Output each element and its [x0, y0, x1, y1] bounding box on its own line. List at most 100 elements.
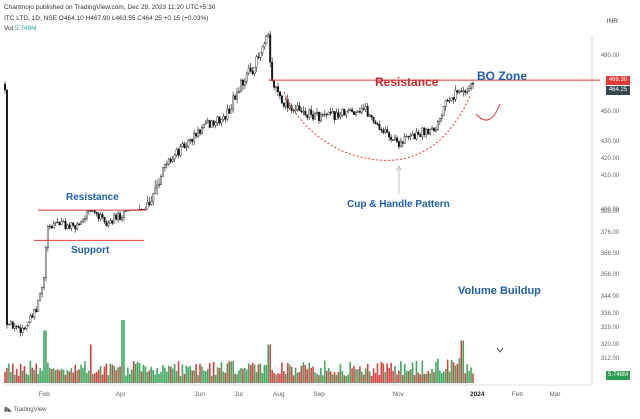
candle-body	[446, 100, 449, 102]
volume-bar	[23, 366, 26, 383]
candle-body	[208, 120, 211, 128]
published-line: Chartmojo published on TradingView.com, …	[4, 4, 216, 11]
candle-body	[99, 214, 102, 219]
volume-bar	[283, 371, 285, 383]
volume-bar	[218, 367, 221, 383]
volume-bar	[214, 374, 217, 383]
candle-body	[238, 91, 240, 93]
ohlc-change: +0.15 (+0.03%)	[163, 15, 209, 22]
volume-bar	[251, 362, 254, 383]
volume-bar	[90, 344, 92, 383]
candle-body	[156, 184, 159, 189]
volume-bar	[357, 369, 359, 383]
volume-bar	[197, 375, 199, 383]
candle-body	[316, 111, 318, 114]
volume-bar	[392, 371, 394, 383]
ohlc-high: H467.90	[85, 15, 111, 22]
candle-body	[175, 149, 178, 156]
candle-body	[277, 86, 279, 93]
volume-bar	[290, 366, 293, 383]
candle-body	[380, 129, 383, 131]
volume-bar	[353, 365, 355, 383]
candle-body	[372, 116, 375, 123]
volume-bar	[462, 340, 465, 383]
volume-bar	[345, 375, 348, 383]
candle-body	[41, 287, 43, 294]
volume-bar	[27, 375, 30, 383]
volume-bar	[400, 361, 402, 383]
volume-bar	[452, 362, 455, 383]
candle-body	[403, 136, 406, 144]
volume-bar	[271, 369, 273, 383]
candle-body	[189, 139, 192, 141]
candle-body	[440, 115, 443, 119]
candle-body	[265, 35, 268, 45]
candle-body	[327, 111, 330, 115]
x-tick-label: 2024	[470, 391, 485, 398]
candle-body	[323, 113, 326, 116]
candle-body	[417, 131, 420, 135]
volume-bar	[164, 367, 166, 383]
volume-bar	[273, 372, 275, 383]
candle-body	[124, 210, 127, 212]
candle-body	[121, 216, 123, 220]
candle-body	[261, 46, 264, 53]
volume-bar	[435, 361, 437, 383]
candle-body	[247, 67, 250, 74]
candle-body	[339, 115, 342, 118]
candle-body	[193, 133, 196, 142]
volume-bar	[234, 373, 236, 383]
x-tick-label: Mar	[549, 391, 561, 398]
candle-body	[21, 327, 24, 333]
candle-body	[302, 111, 305, 113]
volume-bar	[76, 370, 78, 383]
candle-body	[436, 121, 439, 130]
volume-bar	[148, 370, 151, 383]
candle-body	[171, 158, 174, 162]
candle-body	[349, 109, 352, 111]
volume-bar	[187, 367, 190, 383]
y-tick-label: 366.00	[601, 251, 620, 257]
candle-body	[259, 52, 262, 58]
volume-bar	[388, 367, 390, 383]
volume-bar	[62, 369, 65, 383]
candle-body	[27, 322, 30, 326]
y-tick-label: 410.00	[601, 173, 620, 179]
candle-body	[448, 100, 451, 102]
volume-bar	[105, 363, 108, 383]
candle-body	[271, 61, 274, 82]
candle-body	[364, 106, 367, 110]
resistance-price-tag: 466.30	[606, 76, 630, 85]
volume-bar	[370, 375, 373, 383]
volume-bar	[45, 330, 47, 383]
candle-body	[376, 123, 379, 125]
candle-body	[243, 81, 246, 86]
candle-body	[450, 97, 453, 101]
volume-bar	[314, 372, 316, 383]
volume-bar	[166, 371, 168, 383]
x-tick-label: Sep	[313, 391, 325, 398]
volume-bar	[244, 367, 246, 383]
candle-body	[358, 111, 361, 113]
volume-bar	[444, 369, 447, 383]
candle-body	[13, 325, 16, 329]
volume-bar	[318, 375, 320, 383]
candle-body	[460, 90, 463, 93]
candle-body	[216, 116, 219, 123]
y-tick-label: 344.00	[601, 294, 620, 300]
candle-body	[58, 222, 61, 226]
candle-body	[401, 141, 404, 144]
volume-bar	[123, 320, 125, 383]
volume-bar	[466, 364, 468, 383]
volume-bar	[456, 363, 459, 383]
volume-bar	[335, 374, 338, 383]
candle-body	[220, 119, 223, 124]
volume-bar	[111, 364, 114, 383]
volume-bar	[107, 375, 110, 383]
candle-body	[185, 146, 188, 149]
volume-bar	[294, 367, 297, 383]
candle-body	[87, 210, 90, 212]
x-tick-label: Apr	[116, 391, 127, 398]
